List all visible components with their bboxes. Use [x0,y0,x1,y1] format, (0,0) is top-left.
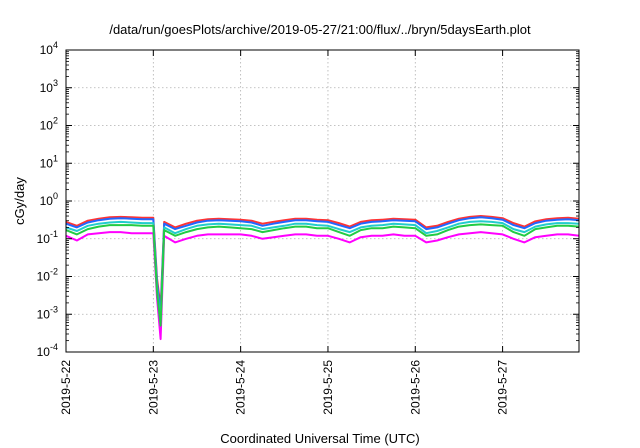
x-tick-label: 2019-5-24 [234,360,248,415]
series-lines [65,215,580,341]
y-tick-label: 101 [40,153,58,170]
x-tick-label: 2019-5-23 [146,360,160,415]
y-tick-label: 104 [40,40,58,57]
y-axis: 10-4 10-3 10-2 10-1 100 101 102 103 104 [37,40,579,359]
x-tick-label: 2019-5-22 [59,360,73,415]
x-tick-label: 2019-5-25 [321,360,335,415]
y-tick-label: 10-3 [37,304,58,321]
y-tick-label: 102 [40,116,58,133]
y-tick-label: 100 [40,191,58,208]
y-axis-title: cGy/day [12,177,27,225]
x-axis-title: Coordinated Universal Time (UTC) [220,431,419,446]
series-line [65,215,580,309]
y-tick-label: 10-1 [37,229,58,246]
y-tick-label: 10-2 [37,267,58,284]
grid [66,50,579,352]
y-tick-label: 103 [40,78,58,95]
x-tick-label: 2019-5-26 [408,360,422,415]
series-line [65,216,580,316]
x-axis: 2019-5-22 2019-5-23 2019-5-24 2019-5-25 2019… [59,50,510,415]
series-line [65,223,580,327]
y-tick-label: 10-4 [37,342,58,359]
series-line [65,231,580,341]
x-tick-label: 2019-5-27 [496,360,510,415]
chart-title: /data/run/goesPlots/archive/2019-05-27/2… [109,22,531,37]
